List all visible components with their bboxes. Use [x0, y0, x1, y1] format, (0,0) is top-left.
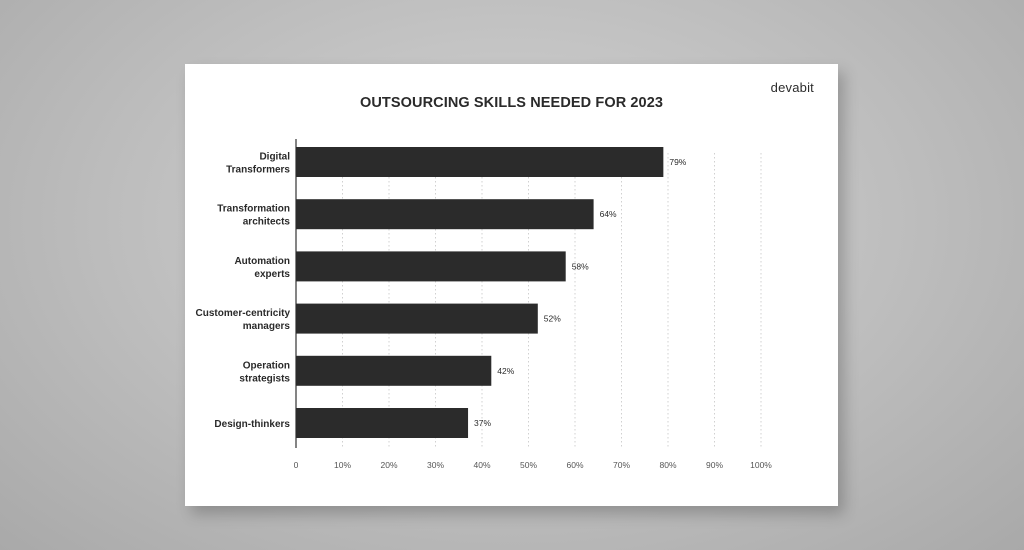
x-tick-label: 60%: [566, 460, 583, 470]
category-label: architects: [243, 217, 291, 228]
x-tick-label: 80%: [659, 460, 676, 470]
value-label: 52%: [544, 314, 561, 324]
x-tick-label: 90%: [706, 460, 723, 470]
x-tick-label: 70%: [613, 460, 630, 470]
x-tick-label: 0: [294, 460, 299, 470]
bar: [296, 251, 566, 282]
category-label: strategists: [239, 373, 290, 384]
chart-title: OUTSOURCING SKILLS NEEDED FOR 2023: [359, 95, 664, 111]
x-tick-label: 100%: [750, 460, 772, 470]
category-label: experts: [254, 269, 290, 280]
category-label: Customer-centricity: [196, 308, 291, 319]
x-tick-label: 30%: [427, 460, 444, 470]
category-label: Automation: [234, 256, 290, 267]
bar: [296, 355, 492, 386]
category-label: Digital: [259, 152, 290, 163]
bar-chart: 79% Digital Transformers 64% Transformation a…: [196, 139, 772, 470]
x-tick-label: 10%: [334, 460, 351, 470]
chart-card: devabit OUTSOURCING SKILLS NEEDED FOR 20…: [185, 64, 838, 506]
value-label: 42%: [497, 366, 514, 376]
value-label: 58%: [572, 261, 589, 271]
category-label: Transformation: [217, 204, 290, 215]
bar: [296, 147, 664, 177]
bar: [296, 303, 538, 334]
category-label: managers: [243, 321, 291, 332]
category-label: Design-thinkers: [214, 419, 290, 430]
category-label: Operation: [243, 360, 290, 371]
value-label: 79%: [669, 157, 686, 167]
value-label: 37%: [474, 418, 491, 428]
brand-logo: devabit: [770, 80, 814, 95]
x-tick-label: 40%: [473, 460, 490, 470]
category-label: Transformers: [226, 165, 290, 176]
x-tick-label: 20%: [380, 460, 397, 470]
bar: [296, 199, 594, 230]
x-tick-label: 50%: [520, 460, 537, 470]
value-label: 64%: [600, 209, 617, 219]
bar: [296, 408, 469, 438]
